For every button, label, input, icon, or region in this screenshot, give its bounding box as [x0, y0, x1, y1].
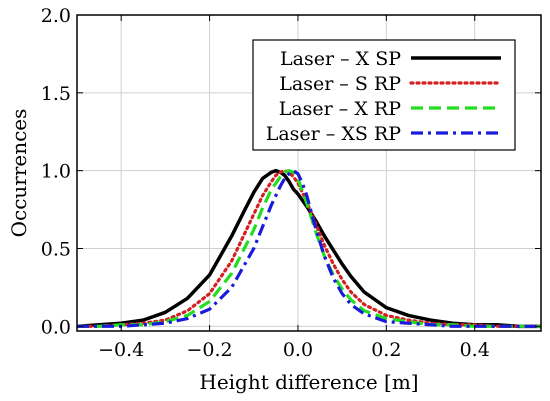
plot-frame	[76, 14, 542, 332]
series-line-1	[77, 168, 541, 329]
x-tick-label: 0.0	[283, 339, 313, 361]
x-tick-label: 0.2	[371, 339, 401, 361]
legend-label: Laser – X SP	[280, 48, 401, 70]
legend-label: Laser – X RP	[279, 98, 401, 120]
y-tick-label: 0.0	[41, 316, 71, 338]
y-tick-label: 1.0	[41, 161, 71, 183]
x-axis-title: Height difference [m]	[199, 370, 418, 394]
series-layer	[77, 168, 541, 329]
legend: Laser – X SP Laser – S RP Laser – X RP Lase…	[252, 39, 516, 151]
series-line-2	[77, 169, 541, 328]
ticks	[77, 14, 541, 331]
y-axis-title: Occurrences	[7, 109, 31, 238]
x-tick-label: −0.4	[98, 339, 144, 361]
series-line-4	[77, 169, 541, 328]
tick-labels: −0.4 −0.2 0.0 0.2 0.4 0.0 0.5 1.0 1.5 2.0	[41, 5, 490, 361]
legend-label: Laser – XS RP	[266, 123, 401, 145]
x-tick-label: −0.2	[187, 339, 233, 361]
y-tick-label: 2.0	[41, 5, 71, 27]
y-tick-label: 0.5	[41, 238, 71, 260]
y-tick-label: 1.5	[41, 83, 71, 105]
x-tick-label: 0.4	[460, 339, 490, 361]
legend-entries: Laser – X SP Laser – S RP Laser – X RP Lase…	[266, 48, 503, 145]
legend-label: Laser – S RP	[279, 73, 401, 95]
